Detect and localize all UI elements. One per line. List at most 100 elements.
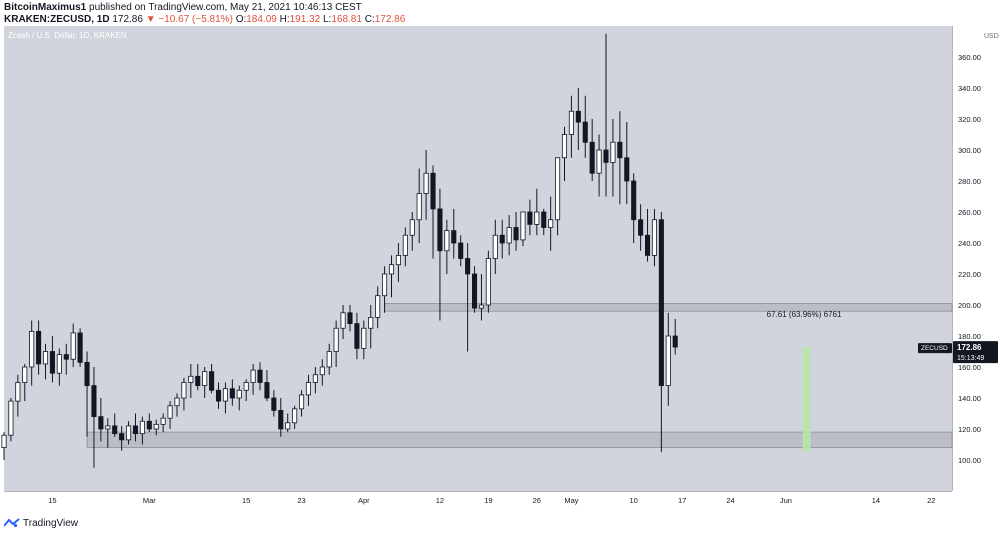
candle-body	[326, 351, 332, 368]
y-tick-label: 340.00	[958, 84, 981, 93]
candle-body	[215, 389, 222, 402]
x-tick-label: 14	[872, 496, 880, 505]
support-resistance-zone	[86, 431, 953, 449]
candle-body	[119, 433, 125, 441]
candle-body	[395, 254, 401, 266]
candle-body	[492, 234, 498, 259]
candle-body	[471, 273, 478, 309]
open-label: O:	[235, 14, 247, 25]
candle-body	[56, 354, 62, 374]
candle-body	[388, 264, 395, 275]
candle-body	[651, 219, 657, 256]
x-tick-label: 26	[533, 496, 541, 505]
candle-body	[347, 312, 353, 325]
candle-body	[506, 227, 512, 244]
candle-body	[382, 273, 388, 297]
x-tick-label: 12	[436, 496, 444, 505]
x-tick-label: 23	[297, 496, 305, 505]
candle-body	[610, 141, 616, 163]
candle-body	[568, 110, 574, 135]
candle-body	[1, 434, 7, 449]
candle-body	[582, 121, 588, 143]
chart-area[interactable]: Zcash / U.S. Dollar, 1D, KRAKEN 67.61 (63…	[0, 26, 1000, 512]
x-tick-label: 15	[242, 496, 250, 505]
candle-body	[617, 141, 623, 159]
candle-body	[167, 405, 173, 419]
ohlc-line: KRAKEN:ZECUSD, 1D 172.86 ▼ −10.67 (−5.81…	[4, 14, 405, 26]
candle-body	[416, 192, 422, 221]
publisher-name[interactable]: BitcoinMaximus1	[4, 2, 87, 13]
candle-body	[153, 423, 159, 430]
y-tick-label: 180.00	[958, 332, 981, 341]
symbol-price-tag	[918, 343, 952, 354]
publish-line: BitcoinMaximus1 published on TradingView…	[4, 2, 362, 14]
candle-body	[465, 258, 471, 275]
candle-body	[202, 371, 208, 386]
x-tick-label: 19	[484, 496, 492, 505]
measure-bar	[802, 347, 811, 452]
candle-body	[478, 304, 485, 309]
candle-body	[672, 335, 678, 348]
tradingview-logo-icon	[4, 518, 20, 528]
y-unit-label: USD	[984, 33, 999, 40]
x-tick-label: May	[564, 496, 578, 505]
y-tick-label: 140.00	[958, 394, 981, 403]
symbol-label: KRAKEN:ZECUSD, 1D	[4, 14, 110, 25]
tradingview-logo[interactable]: TradingView	[4, 515, 78, 531]
candle-body	[22, 366, 28, 383]
candle-body	[63, 354, 69, 360]
x-tick-label: 17	[678, 496, 686, 505]
candle-body	[49, 351, 55, 374]
y-tick-label: 120.00	[958, 425, 981, 434]
y-tick-label: 240.00	[958, 239, 981, 248]
candle-body	[250, 369, 256, 383]
plot-background	[4, 26, 952, 491]
chart-title: Zcash / U.S. Dollar, 1D, KRAKEN	[8, 31, 127, 40]
candle-body	[451, 230, 457, 244]
candle-body	[42, 351, 49, 365]
candle-body	[112, 425, 118, 435]
candle-body	[285, 422, 291, 430]
publish-info: published on TradingView.com, May 21, 20…	[86, 2, 362, 13]
candle-body	[29, 330, 35, 368]
candle-body	[575, 110, 581, 123]
candle-body	[665, 335, 671, 386]
candle-body	[91, 385, 97, 418]
y-tick-label: 260.00	[958, 208, 981, 217]
candle-body	[596, 149, 602, 174]
change-arrow-icon: ▼	[145, 14, 156, 25]
y-tick-label: 160.00	[958, 363, 981, 372]
candle-body	[589, 141, 595, 174]
candle-body	[624, 157, 630, 182]
x-tick-label: 22	[927, 496, 935, 505]
candle-body	[541, 211, 547, 228]
candle-body	[458, 242, 464, 259]
high-label: H:	[279, 14, 290, 25]
candle-body	[243, 382, 249, 391]
last-price-tag	[953, 341, 998, 364]
candle-body	[299, 394, 305, 410]
bar-countdown: 15:13:49	[957, 355, 984, 362]
close-label: C:	[364, 14, 375, 25]
y-tick-label: 300.00	[958, 146, 981, 155]
candle-body	[402, 234, 408, 256]
candlestick-chart[interactable]: Zcash / U.S. Dollar, 1D, KRAKEN 67.61 (63…	[0, 26, 1000, 512]
candle-body	[631, 180, 637, 221]
candle-body	[423, 172, 429, 194]
candle-body	[271, 397, 277, 411]
candle-body	[409, 219, 415, 236]
candle-body	[375, 295, 381, 318]
price-axis	[952, 26, 1000, 512]
x-tick-label: Apr	[358, 496, 370, 505]
symbol-tag-label: ZECUSD	[921, 345, 948, 352]
candle-body	[499, 234, 505, 244]
candle-body	[340, 312, 346, 329]
candle-body	[603, 149, 609, 163]
low-value: 168.81	[331, 14, 362, 25]
x-tick-label: 10	[630, 496, 638, 505]
candle-body	[70, 332, 76, 360]
candle-body	[658, 219, 664, 387]
candle-body	[305, 382, 312, 396]
candle-body	[257, 369, 263, 383]
candle-body	[15, 382, 21, 402]
